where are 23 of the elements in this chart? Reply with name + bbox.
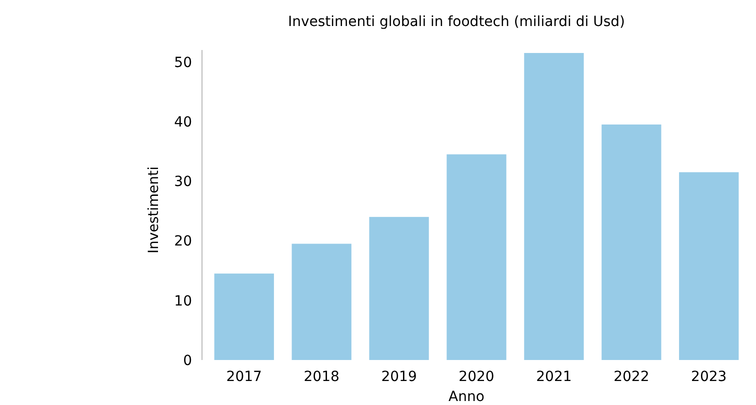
x-tick-label: 2019	[381, 369, 417, 385]
bar	[292, 244, 352, 360]
chart-title: Investimenti globali in foodtech (miliardi di Usd)	[288, 14, 626, 30]
x-tick-label: 2017	[226, 369, 262, 385]
x-tick-label: 2023	[691, 369, 727, 385]
y-tick-label: 20	[174, 234, 192, 250]
bar	[524, 52, 584, 360]
x-tick-label: 2018	[304, 369, 340, 385]
bar	[446, 154, 506, 360]
y-tick-label: 30	[174, 174, 192, 190]
y-tick-label: 0	[183, 352, 192, 369]
y-tick-label: 50	[174, 54, 192, 71]
x-tick-label: 2020	[458, 369, 494, 385]
y-tick-label: 10	[174, 293, 192, 310]
bar	[214, 274, 274, 360]
bar	[602, 124, 662, 360]
y-axis-title: Investimenti	[146, 166, 162, 254]
y-tick-label: 40	[174, 114, 192, 130]
bar	[369, 216, 429, 360]
x-tick-label: 2021	[536, 369, 572, 385]
x-tick-label: 2022	[614, 369, 650, 385]
bar	[679, 172, 739, 360]
x-axis-title: Anno	[448, 389, 484, 405]
